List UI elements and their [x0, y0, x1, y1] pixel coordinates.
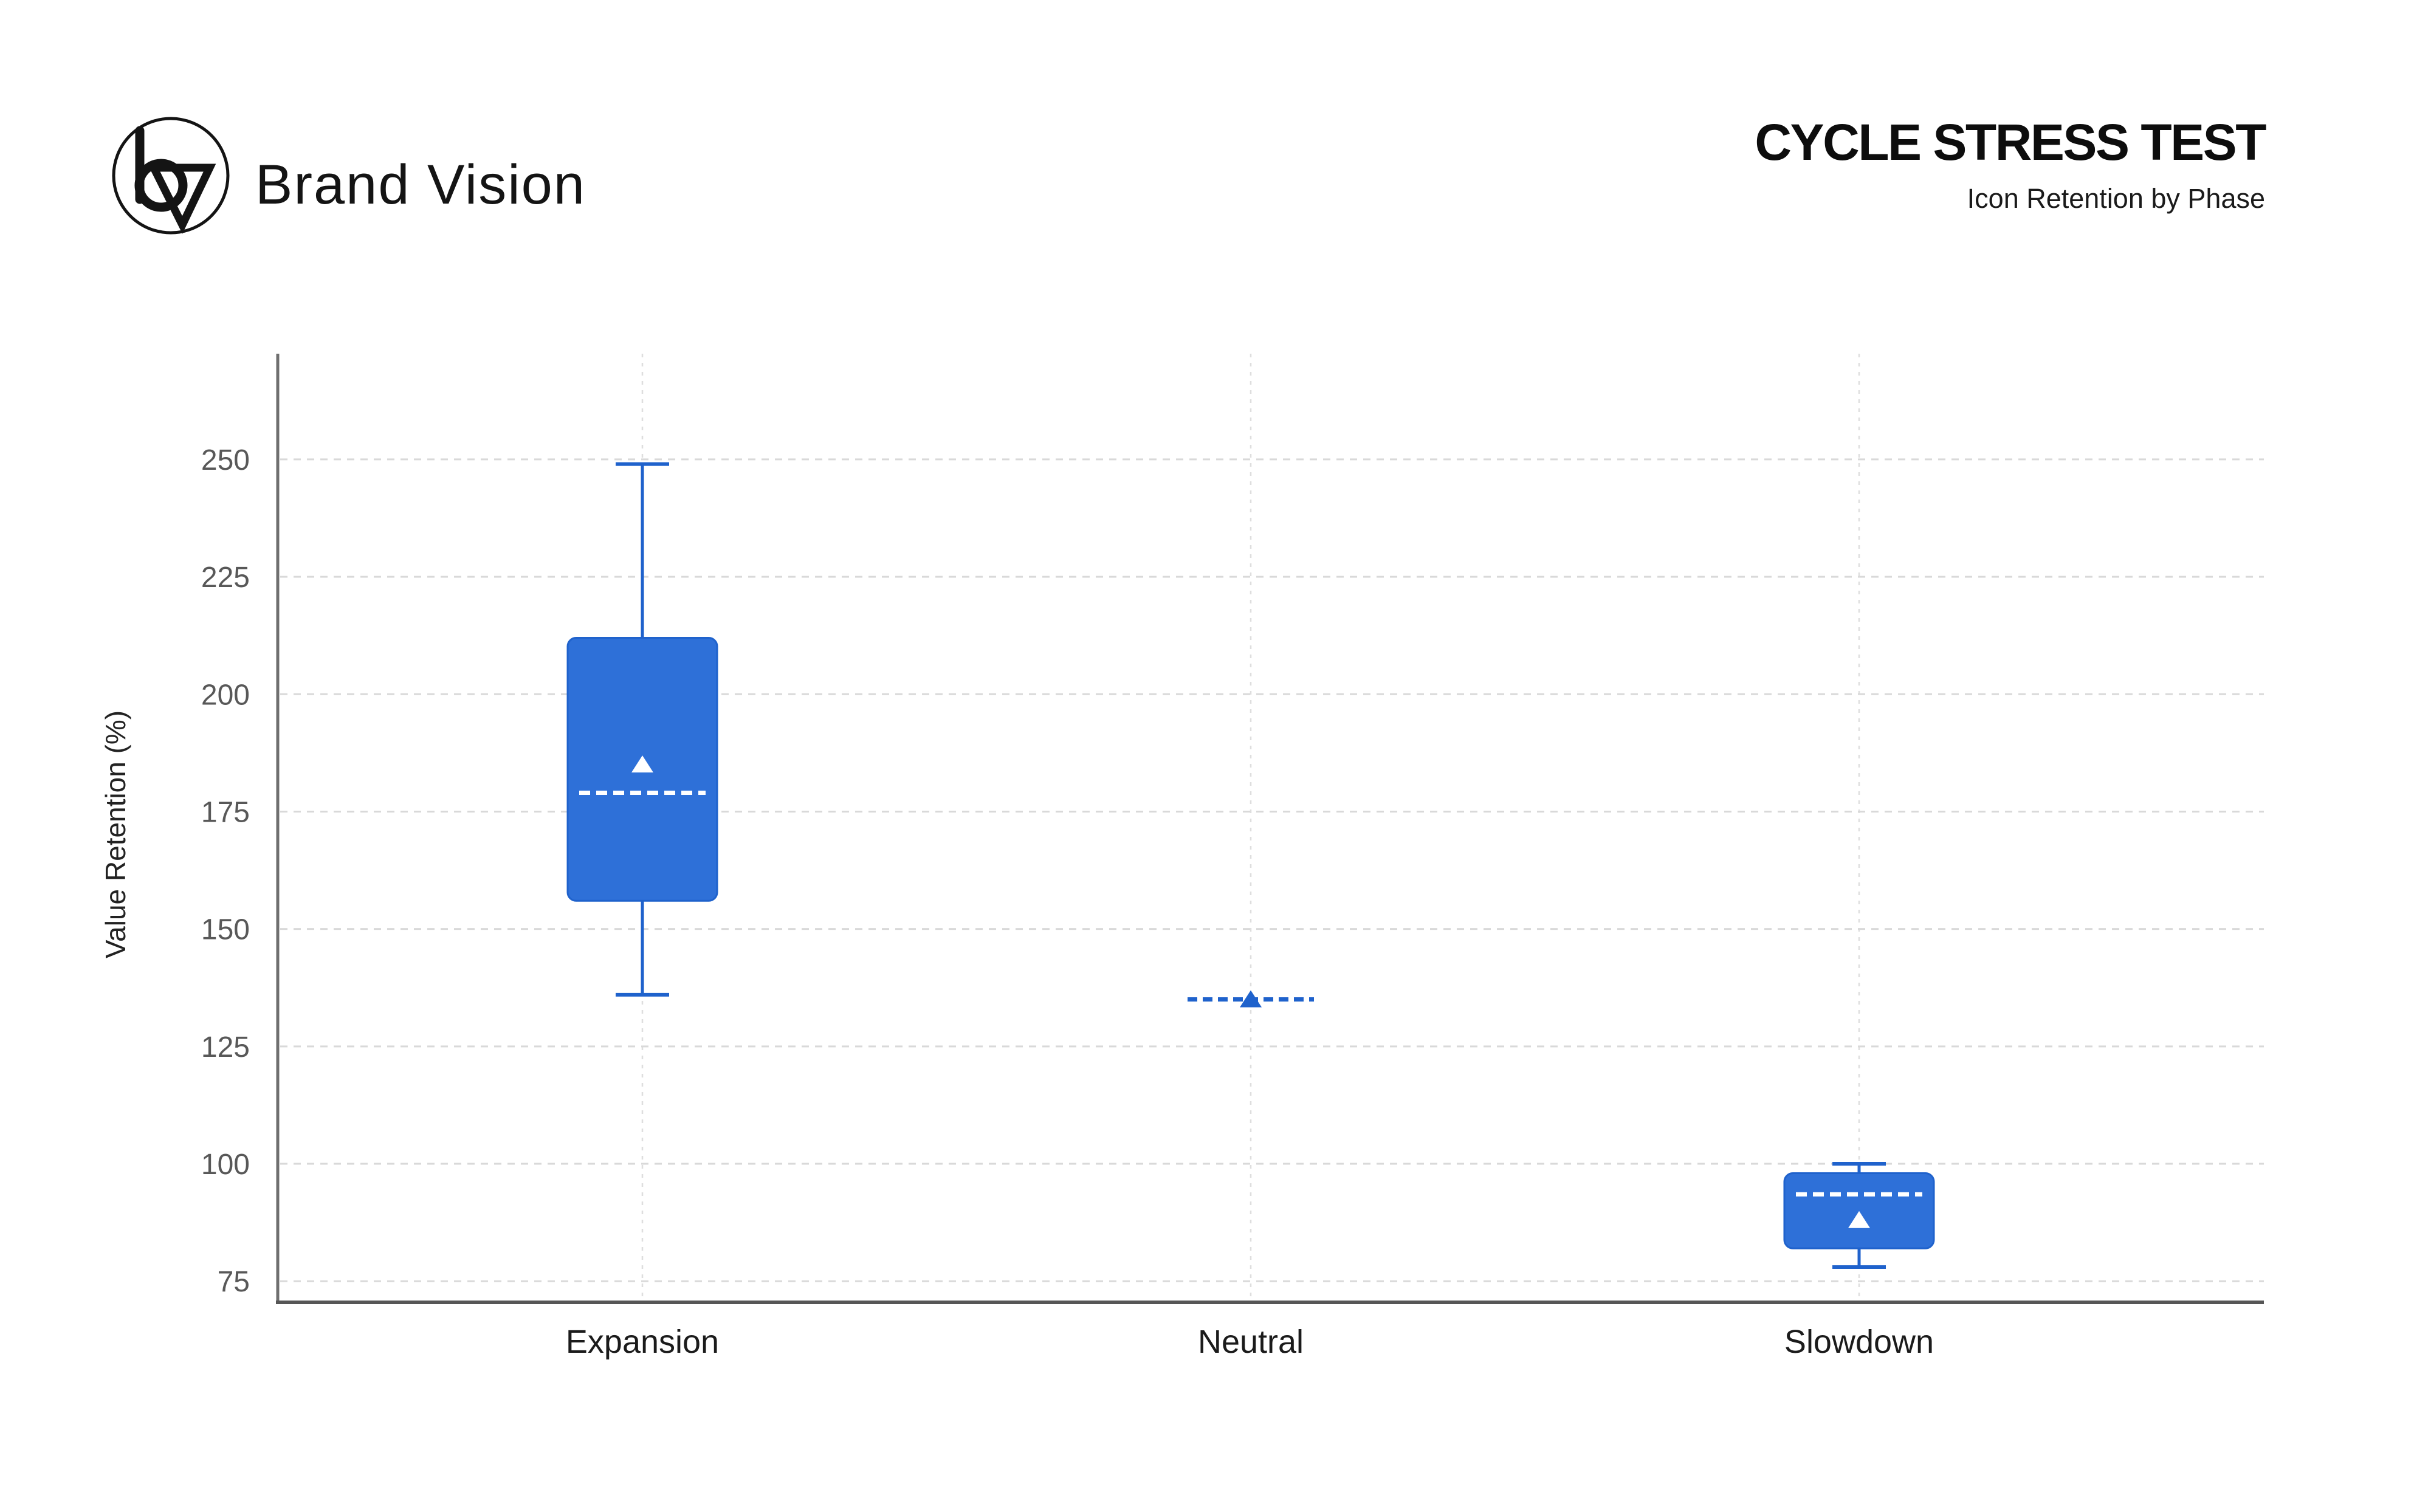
y-tick-label: 250	[201, 444, 250, 476]
mean-marker	[1848, 1211, 1870, 1228]
y-axis-title: Value Retention (%)	[100, 710, 131, 958]
x-tick-label: Slowdown	[1784, 1324, 1934, 1360]
x-tick-label: Neutral	[1198, 1324, 1304, 1360]
y-tick-label: 200	[201, 679, 250, 711]
iqr-box	[1783, 1172, 1935, 1249]
bv-monogram-icon	[112, 117, 230, 235]
brand-name: Brand Vision	[255, 154, 586, 216]
title-block: CYCLE STRESS TEST Icon Retention by Phas…	[1755, 113, 2266, 215]
y-tick-label: 225	[201, 562, 250, 594]
brand-logo: Brand Vision	[111, 115, 718, 243]
y-tick-label: 175	[201, 796, 250, 828]
y-tick-label: 100	[201, 1149, 250, 1181]
page-subtitle: Icon Retention by Phase	[1967, 183, 2265, 214]
y-tick-label: 150	[201, 914, 250, 946]
mean-marker	[631, 755, 653, 773]
x-tick-label: Expansion	[566, 1324, 719, 1360]
y-tick-label: 75	[218, 1266, 250, 1298]
mean-marker	[1240, 990, 1262, 1008]
page-title: CYCLE STRESS TEST	[1755, 114, 2266, 171]
y-tick-label: 125	[201, 1031, 250, 1064]
